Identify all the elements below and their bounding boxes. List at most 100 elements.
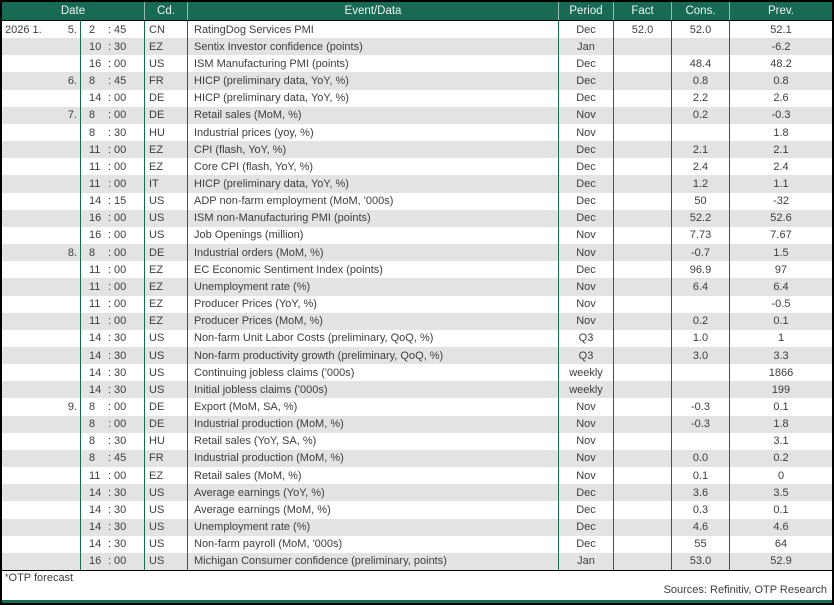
cell-time: 14:00	[81, 89, 145, 107]
cell-fact	[614, 346, 672, 365]
cell-period: Nov	[559, 415, 614, 433]
cell-date	[2, 123, 81, 142]
cell-event: Sentix Investor confidence (points)	[188, 38, 559, 56]
cell-period: Nov	[559, 244, 614, 262]
cell-country-code: IT	[145, 175, 188, 193]
cell-date	[2, 552, 81, 570]
day-label: 7.	[67, 109, 77, 122]
cell-previous: 52.9	[770, 555, 792, 568]
cell-date	[2, 329, 81, 347]
cell-consensus: 7.73	[672, 226, 730, 245]
cell-previous: 0.2	[773, 452, 789, 465]
cell-country-code: US	[145, 501, 188, 519]
table-row: 14:30 US Average earnings (YoY, %) Dec 3.6 3.…	[2, 484, 832, 502]
cell-period: Nov	[559, 312, 614, 330]
cell-previous: 2.1	[773, 143, 789, 156]
cell-event: Industrial production (MoM, %)	[188, 415, 559, 433]
cell-fact: 52.0	[614, 21, 672, 39]
cell-previous: 3.1	[773, 435, 789, 448]
cell-country-code: EZ	[145, 38, 188, 56]
cell-date: 9.	[2, 398, 81, 416]
footnote: *OTP forecast	[5, 572, 73, 584]
cell-previous: 0.8	[773, 75, 789, 88]
cell-fact	[614, 449, 672, 468]
table-row: 14:00 DE HICP (preliminary data, YoY, %) De…	[2, 89, 832, 107]
cell-event: Industrial production (MoM, %)	[188, 449, 559, 468]
cell-country-code: US	[145, 518, 188, 536]
day-label: 6.	[67, 75, 77, 88]
cell-consensus	[672, 38, 730, 56]
table-row: 8:00 DE Industrial production (MoM, %) Nov -…	[2, 415, 832, 433]
cell-previous: 2.4	[773, 160, 789, 173]
cell-previous: 0.1	[773, 503, 789, 516]
cell-time: 11:00	[81, 312, 145, 330]
cell-fact	[614, 518, 672, 536]
cell-consensus: 1.0	[672, 329, 730, 347]
cell-consensus: 2.4	[672, 158, 730, 176]
table-row: 8. 8:00 DE Industrial orders (MoM, %) Nov -0.…	[2, 244, 832, 262]
cell-time: 8:00	[81, 244, 145, 262]
cell-fact	[614, 106, 672, 124]
cell-country-code: EZ	[145, 141, 188, 159]
cell-event: Industrial orders (MoM, %)	[188, 244, 559, 262]
cell-date	[2, 535, 81, 553]
table-row: 8:30 HU Retail sales (YoY, SA, %) Nov 3.1	[2, 432, 832, 450]
cell-period: Dec	[559, 209, 614, 227]
cell-date	[2, 346, 81, 365]
cell-fact	[614, 261, 672, 279]
cell-event: Producer Prices (YoY, %)	[188, 295, 559, 313]
cell-date	[2, 38, 81, 56]
cell-period: Dec	[559, 21, 614, 39]
sources-credit: Sources: Refinitiv, OTP Research	[663, 584, 827, 596]
cell-time: 11:00	[81, 141, 145, 159]
column-header-event: Event/Data	[188, 2, 559, 20]
cell-period: Q3	[559, 346, 614, 365]
table-row: 14:30 US Initial jobless claims ('000s) wee…	[2, 381, 832, 399]
cell-previous: -32	[773, 195, 789, 208]
table-row: 11:00 EZ EC Economic Sentiment Index (poin…	[2, 261, 832, 279]
cell-country-code: US	[145, 55, 188, 73]
table-header: Date Cd. Event/Data Period Fact Cons. Pr…	[2, 2, 832, 21]
cell-event: Core CPI (flash, YoY, %)	[188, 158, 559, 176]
table-row: 16:00 US Michigan Consumer confidence (pre…	[2, 552, 832, 570]
cell-period: Nov	[559, 226, 614, 245]
cell-fact	[614, 141, 672, 159]
cell-consensus: -0.7	[672, 244, 730, 262]
table-row: 11:00 EZ Unemployment rate (%) Nov 6.4 6.4	[2, 278, 832, 296]
cell-country-code: US	[145, 381, 188, 399]
cell-time: 10:30	[81, 38, 145, 56]
cell-country-code: FR	[145, 72, 188, 90]
cell-previous: 4.6	[773, 521, 789, 534]
column-header-fact: Fact	[614, 2, 672, 20]
cell-period: Dec	[559, 55, 614, 73]
cell-period: Dec	[559, 518, 614, 536]
cell-time: 14:30	[81, 364, 145, 382]
cell-event: Industrial prices (yoy, %)	[188, 123, 559, 142]
column-header-cd: Cd.	[145, 2, 188, 20]
cell-period: weekly	[559, 381, 614, 399]
cell-time: 11:00	[81, 467, 145, 485]
table-row: 8:45 FR Industrial production (MoM, %) Nov 0…	[2, 449, 832, 468]
day-label: 9.	[67, 401, 77, 414]
cell-consensus: 52.0	[672, 21, 730, 39]
column-header-prev: Prev.	[768, 5, 794, 17]
cell-fact	[614, 278, 672, 296]
cell-period: Nov	[559, 123, 614, 142]
cell-country-code: US	[145, 226, 188, 245]
cell-period: Jan	[559, 552, 614, 570]
table-row: 10:30 EZ Sentix Investor confidence (point…	[2, 38, 832, 56]
cell-time: 11:00	[81, 278, 145, 296]
cell-fact	[614, 244, 672, 262]
cell-previous: 0.1	[773, 401, 789, 414]
cell-event: Job Openings (million)	[188, 226, 559, 245]
cell-period: Dec	[559, 535, 614, 553]
footnote-text: OTP forecast	[8, 572, 74, 584]
cell-time: 14:30	[81, 484, 145, 502]
cell-period: Dec	[559, 261, 614, 279]
cell-period: Dec	[559, 89, 614, 107]
cell-date	[2, 226, 81, 245]
cell-previous: 1.5	[773, 246, 789, 259]
cell-fact	[614, 89, 672, 107]
cell-time: 8:45	[81, 72, 145, 90]
column-header-period: Period	[559, 2, 614, 20]
